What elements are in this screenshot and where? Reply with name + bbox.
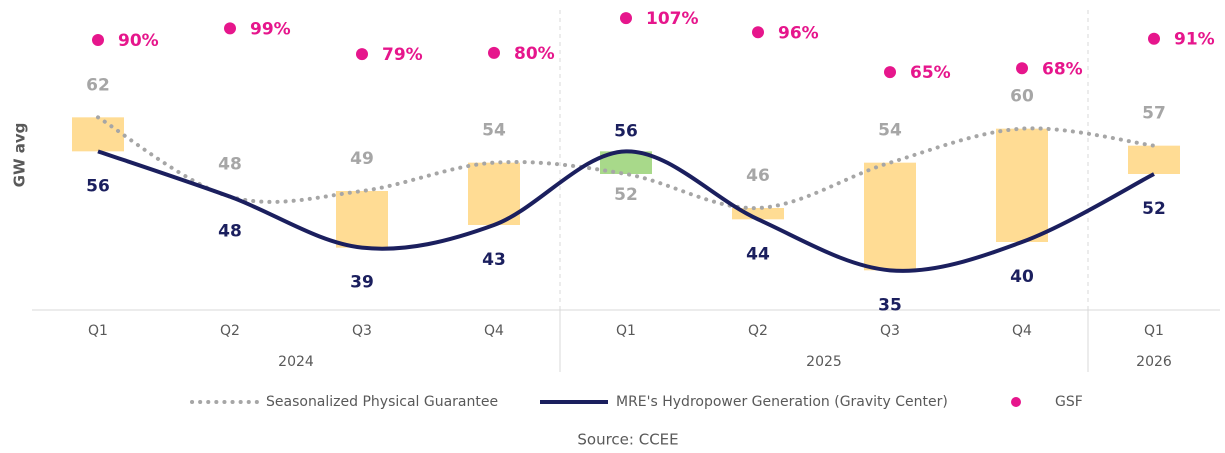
gsf-dot [92,34,104,46]
gsf-dot [1148,32,1160,45]
gap-bar [732,208,784,220]
gsf-dot [356,48,368,61]
data-label: 48 [218,155,242,175]
x-tick-label: Q2 [220,323,240,339]
data-label: 65% [910,63,951,83]
x-tick-label: Q1 [1144,323,1164,339]
data-label: 49 [350,149,374,169]
gap-bar [72,117,124,152]
data-label: 44 [746,244,770,264]
x-tick-label: Q1 [88,323,108,339]
legend-label: MRE's Hydropower Generation (Gravity Cen… [616,394,948,410]
source: Source: CCEE [577,431,678,449]
guarantee-line [96,115,1156,211]
x-group-label: 2025 [806,354,842,370]
gap-bar [600,151,652,174]
data-label: 40 [1010,267,1034,287]
gsf-dot [224,22,236,35]
x-tick-label: Q4 [484,323,504,339]
gsf-dot [620,12,632,25]
data-label: 79% [382,45,423,65]
data-label: 96% [778,23,819,43]
legend-label: Seasonalized Physical Guarantee [266,394,498,410]
gsf-dot [488,46,500,59]
gap-bar [996,128,1048,242]
y-axis-label: GW avg [11,123,29,188]
gsf-dot [752,26,764,39]
data-label: 43 [482,250,506,270]
data-label: 52 [1142,199,1166,219]
gsf-dot [884,66,896,79]
data-label: 56 [86,176,110,196]
gap-bar [336,191,388,248]
x-tick-label: Q2 [748,323,768,339]
data-label: 90% [118,31,159,51]
gap-bar [864,162,916,271]
x-group-label: 2024 [278,354,314,370]
data-label: 60 [1010,87,1034,107]
x-tick-label: Q3 [352,323,372,339]
generation-line [97,149,1155,273]
data-label: 46 [746,166,770,186]
data-label: 99% [250,19,291,39]
data-label: 35 [878,295,902,315]
legend-label: GSF [1055,394,1083,410]
data-label: 39 [350,273,374,293]
x-tick-label: Q1 [616,323,636,339]
x-tick-label: Q4 [1012,323,1032,339]
data-label: 54 [482,121,506,141]
data-label: 68% [1042,59,1083,79]
data-label: 57 [1142,104,1166,124]
data-label: 56 [614,121,638,141]
data-label: 54 [878,121,902,141]
x-group-label: 2026 [1136,354,1172,370]
data-label: 48 [218,222,242,242]
data-label: 62 [86,75,110,95]
gap-bar [1128,145,1180,174]
gsf-dot [1016,62,1028,75]
x-tick-label: Q3 [880,323,900,339]
data-label: 80% [514,44,555,64]
data-label: 52 [614,185,638,205]
data-label: 91% [1174,30,1215,50]
data-label: 107% [646,9,699,29]
legend-swatch [1011,397,1021,407]
